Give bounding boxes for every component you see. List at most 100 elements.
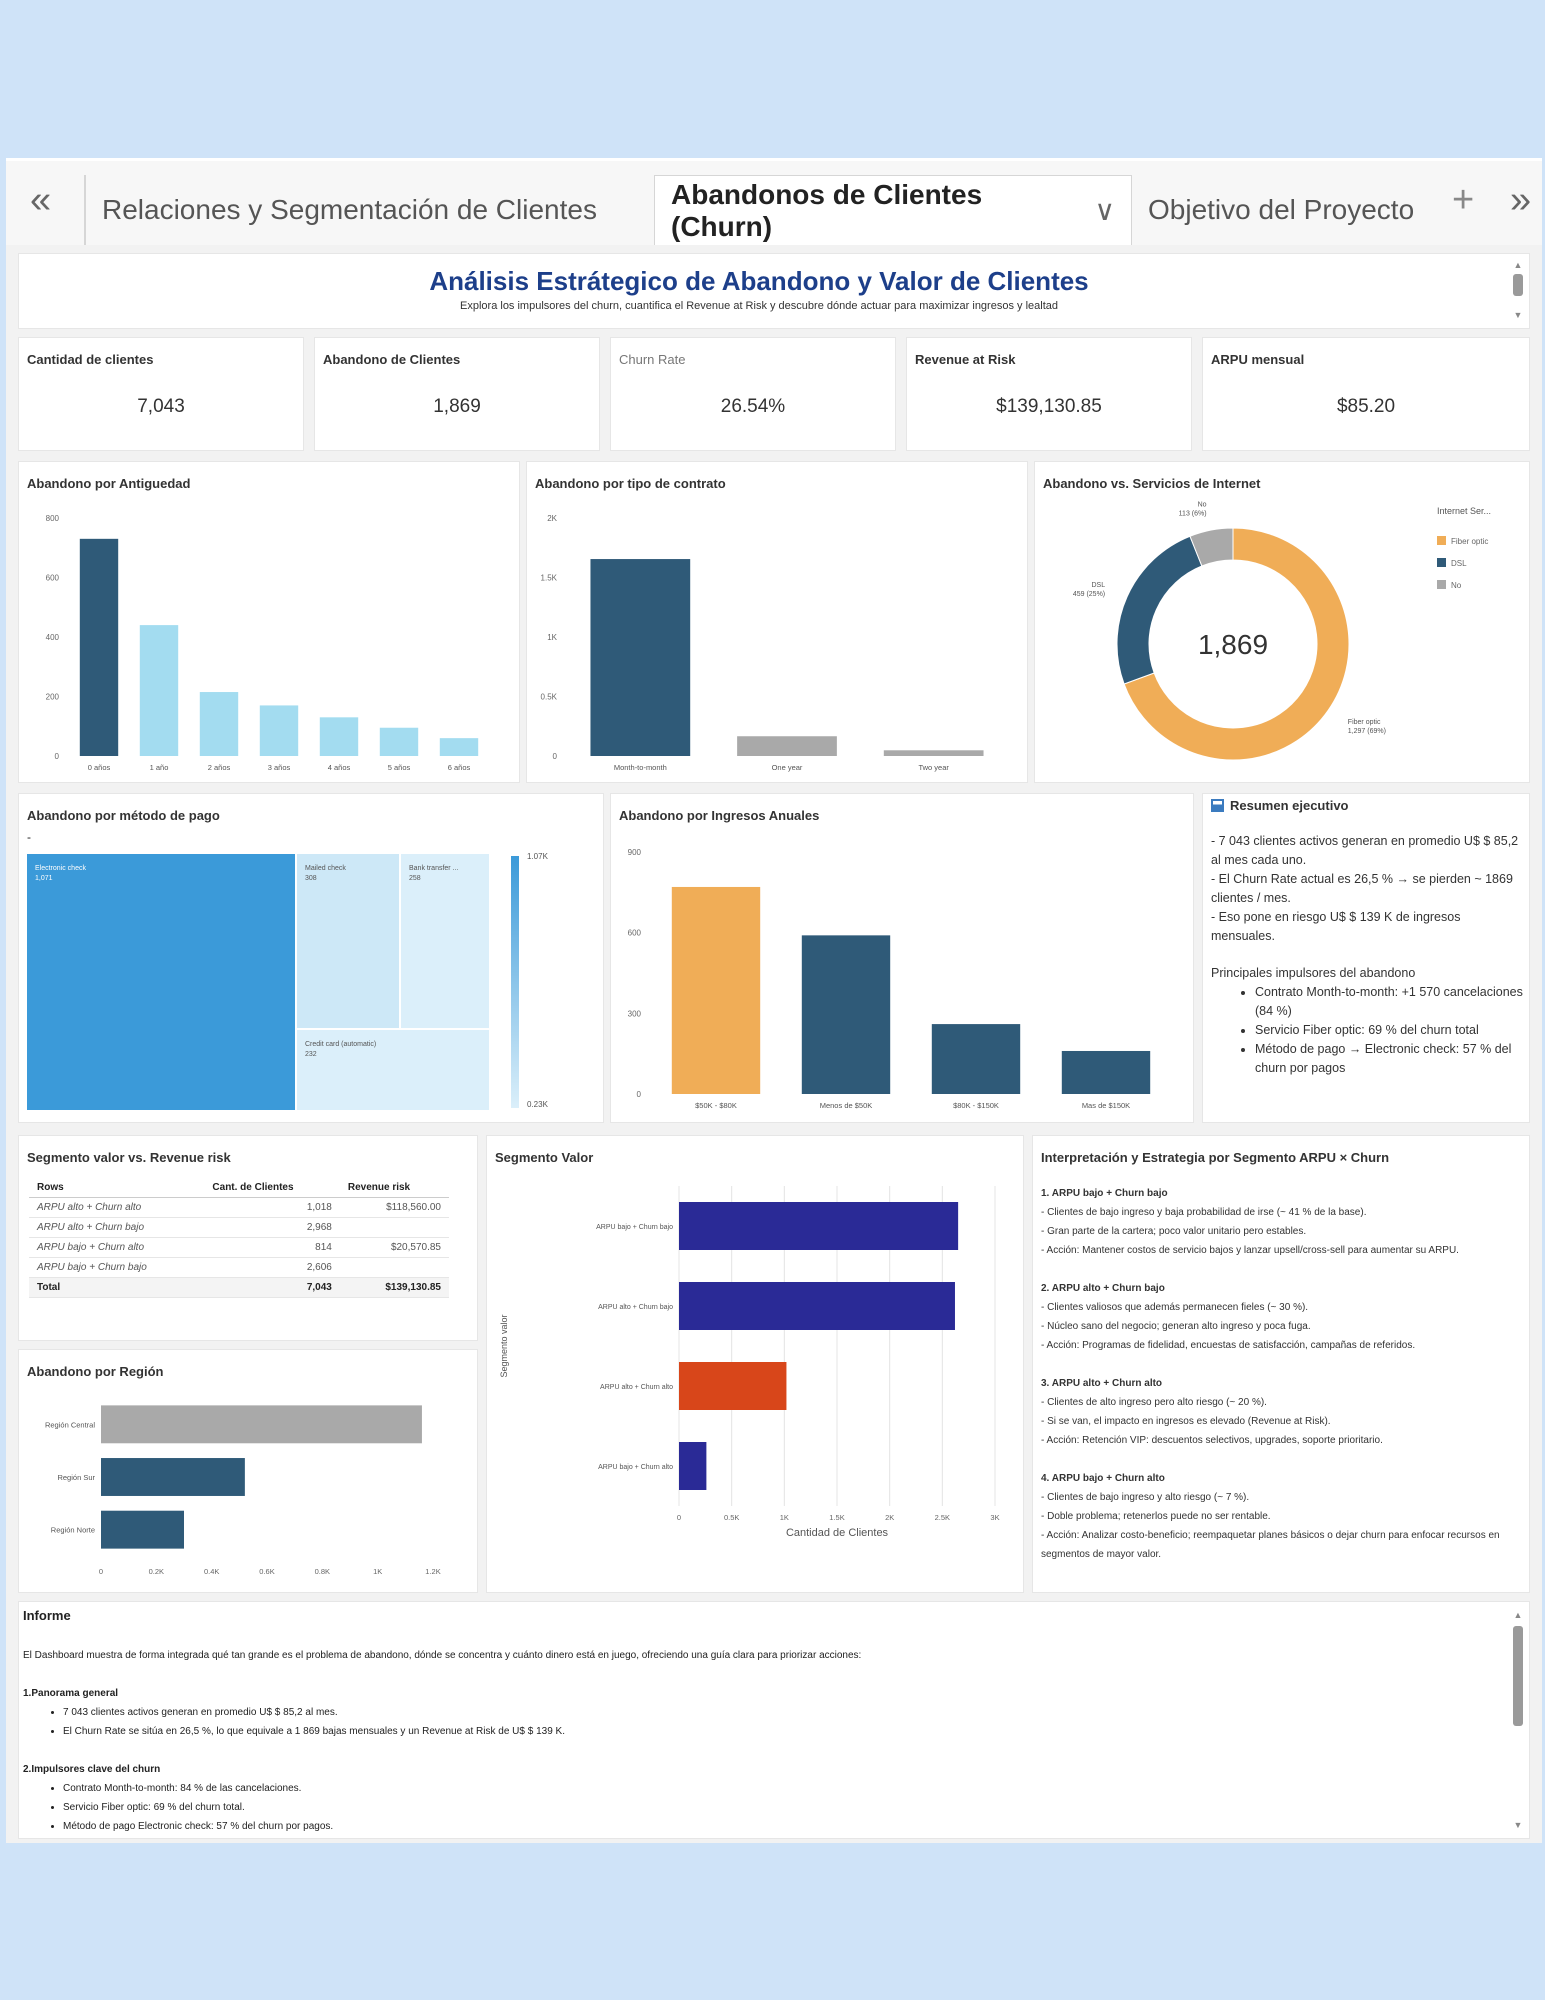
bar[interactable] [259, 705, 299, 756]
bar[interactable] [139, 625, 179, 756]
x-tick-label: 1.5K [829, 1513, 844, 1522]
resumen-ejecutivo-card: Resumen ejecutivo - 7 043 clientes activ… [1202, 793, 1530, 1123]
bar[interactable] [671, 886, 761, 1094]
chart-region[interactable]: Región Central Región Sur Región Norte 0 0.2… [19, 1350, 479, 1594]
y-tick-label: 0 [637, 1090, 642, 1099]
y-tick-label: 2K [547, 514, 557, 523]
donut-slice[interactable] [1116, 535, 1203, 685]
resumen-title: Resumen ejecutivo [1230, 798, 1349, 813]
treemap-cell-name: Mailed check [305, 865, 346, 872]
treemap-cell[interactable]: Credit card (automatic) 232 [297, 1030, 489, 1110]
kpi-value: $85.20 [1336, 396, 1396, 417]
tabs-prev-button[interactable]: « [30, 179, 52, 221]
table-header-row: Rows Cant. de Clientes Revenue risk [29, 1178, 449, 1198]
y-tick-label: ARPU bajo + Churn alto [598, 1464, 673, 1471]
table-cell: 814 [204, 1237, 340, 1258]
chart-title: Abandono por método de pago [27, 808, 220, 823]
chart-contrato[interactable]: 0 0.5K 1K 1.5K 2K Month-to-month One year Two y… [527, 462, 1029, 784]
chart-ingresos[interactable]: 0 300 600 900 $50K - $80K Menos de $50K $80K -… [611, 794, 1195, 1124]
informe-intro: El Dashboard muestra de forma integrada … [23, 1650, 862, 1661]
bar[interactable] [801, 935, 891, 1094]
bar[interactable] [679, 1442, 707, 1490]
bar[interactable] [679, 1362, 787, 1410]
informe-item: Contrato Month-to-month: 84 % de las can… [63, 1779, 1489, 1798]
add-page-button[interactable]: + [1452, 179, 1475, 221]
chart-icon [1211, 799, 1224, 812]
table-row[interactable]: ARPU bajo + Churn alto 814 $20,570.85 [29, 1237, 449, 1258]
chart-card-ingresos: Abandono por Ingresos Anuales 0 300 600 900… [610, 793, 1194, 1123]
treemap-cell[interactable]: Mailed check 308 [297, 854, 399, 1028]
donut-slice[interactable] [1123, 527, 1350, 761]
donut-center-value: 1,869 [1198, 629, 1268, 660]
chart-internet[interactable]: Fiber optic 1,297 (69%) DSL 459 (25%) No 113 … [1035, 462, 1531, 784]
bar[interactable] [590, 559, 691, 756]
driver-item: Método de pago → Electronic check: 57 % … [1255, 1040, 1527, 1078]
bar[interactable] [101, 1405, 422, 1444]
interpretacion-card: Interpretación y Estrategia por Segmento… [1032, 1135, 1530, 1593]
tab-abandonos-churn[interactable]: Abandonos de Clientes (Churn) ∨ [654, 175, 1132, 245]
kpi-value: 26.54% [720, 396, 786, 417]
tab-objetivo-proyecto[interactable]: Objetivo del Proyecto [1148, 194, 1415, 225]
segment-line: - Doble problema; retenerlos puede no se… [1041, 1511, 1271, 1522]
chevron-down-icon[interactable]: ∨ [1094, 195, 1116, 226]
bar[interactable] [679, 1202, 959, 1250]
treemap-cell[interactable]: Electronic check 1,071 [27, 854, 295, 1110]
x-tick-label: 5 años [388, 763, 411, 772]
y-tick-label: Región Sur [57, 1473, 95, 1482]
donut-slice[interactable] [1189, 527, 1234, 567]
treemap-cell-value: 232 [305, 1051, 317, 1058]
column-header[interactable]: Revenue risk [339, 1178, 449, 1198]
table-cell: $139,130.85 [339, 1277, 449, 1298]
x-tick-label: Mas de $150K [1082, 1101, 1130, 1110]
driver-item: Servicio Fiber optic: 69 % del churn tot… [1255, 1021, 1527, 1040]
y-tick-label: Región Norte [51, 1526, 95, 1535]
bar[interactable] [199, 692, 239, 756]
x-tick-label: 4 años [328, 763, 351, 772]
informe-scrollbar[interactable]: ▲ ▼ [1513, 1610, 1523, 1830]
x-tick-label: Month-to-month [614, 763, 667, 772]
table-cell: ARPU bajo + Churn alto [29, 1237, 205, 1258]
table-cell: 7,043 [204, 1277, 340, 1298]
drivers-title: Principales impulsores del abandono [1211, 966, 1416, 980]
x-tick-label: 2.5K [935, 1513, 950, 1522]
bar[interactable] [79, 538, 119, 756]
bar[interactable] [101, 1510, 184, 1549]
y-tick-label: ARPU alto + Churn bajo [598, 1304, 673, 1311]
chart-title: Abandono por tipo de contrato [535, 476, 726, 491]
column-header[interactable]: Cant. de Clientes [204, 1178, 340, 1198]
table-row[interactable]: ARPU alto + Churn alto 1,018 $118,560.00 [29, 1197, 449, 1218]
chart-segmento[interactable]: 0 0.5K 1K 1.5K 2K 2.5K 3K ARPU bajo + Churn baj… [487, 1136, 1025, 1594]
tab-relaciones-segmentacion[interactable]: Relaciones y Segmentación de Clientes [84, 175, 644, 245]
segment-line: - Núcleo sano del negocio; generan alto … [1041, 1321, 1311, 1332]
bar[interactable] [931, 1024, 1021, 1094]
x-tick-label: 0.5K [724, 1513, 739, 1522]
bar[interactable] [737, 736, 837, 756]
bar[interactable] [379, 727, 419, 756]
table-row[interactable]: ARPU alto + Churn bajo 2,968 [29, 1217, 449, 1238]
chart-card-contrato: Abandono por tipo de contrato 0 0.5K 1K 1.5… [526, 461, 1028, 783]
bar[interactable] [319, 717, 359, 756]
treemap-cell[interactable]: Bank transfer ... 258 [401, 854, 489, 1028]
header-scrollbar[interactable]: ▲ ▼ [1513, 260, 1523, 320]
chart-antiguedad[interactable]: 0 200 400 600 800 0 años 1 año 2 años 3 años 4 añ… [19, 462, 521, 784]
x-tick-label: 1K [373, 1567, 382, 1576]
x-tick-label: 1.2K [425, 1567, 440, 1576]
y-tick-label: 0 [553, 752, 558, 761]
chart-subtitle: - [27, 830, 31, 844]
bar[interactable] [883, 750, 984, 756]
bar[interactable] [679, 1282, 955, 1330]
table-cell: 1,018 [204, 1197, 340, 1218]
column-header[interactable]: Rows [29, 1178, 205, 1198]
chart-title: Abandono vs. Servicios de Internet [1043, 476, 1261, 491]
bar[interactable] [101, 1458, 245, 1496]
segment-block: 3. ARPU alto + Churn alto - Clientes de … [1041, 1374, 1521, 1450]
bar[interactable] [1061, 1050, 1151, 1094]
x-tick-label: 3 años [268, 763, 291, 772]
table-row[interactable]: ARPU bajo + Churn bajo 2,606 [29, 1257, 449, 1278]
bar[interactable] [439, 738, 479, 756]
x-axis-label: Cantidad de Clientes [786, 1527, 889, 1539]
table-cell: 2,606 [204, 1257, 340, 1278]
legend-title: Internet Ser... [1437, 506, 1491, 516]
tabs-next-button[interactable]: » [1510, 179, 1532, 221]
table-cell: $118,560.00 [339, 1197, 449, 1218]
